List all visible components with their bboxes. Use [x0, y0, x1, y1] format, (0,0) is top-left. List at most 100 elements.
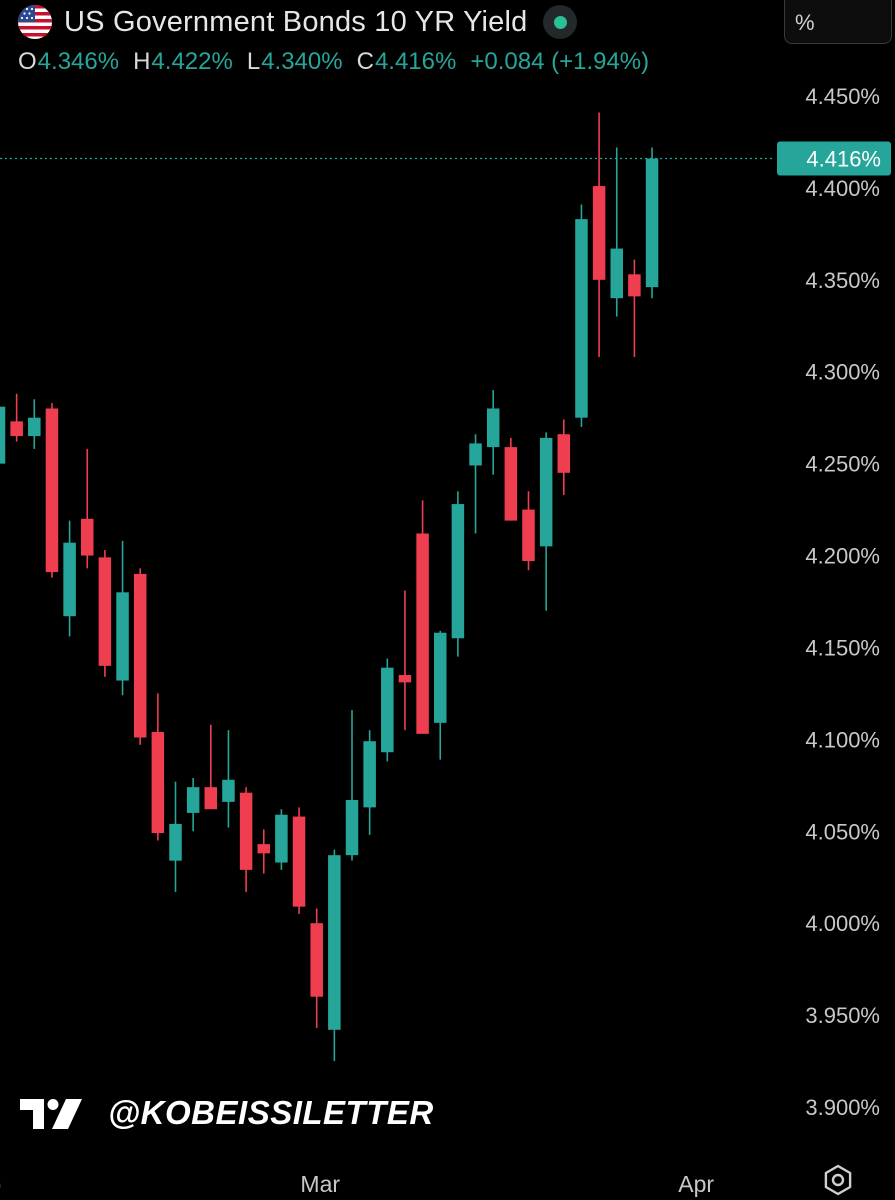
candle[interactable] — [522, 491, 535, 571]
candle[interactable] — [398, 590, 412, 731]
candle[interactable] — [81, 448, 94, 569]
candle-body — [592, 186, 606, 280]
candle[interactable] — [116, 540, 129, 696]
candle[interactable] — [275, 809, 288, 870]
candle[interactable] — [169, 781, 182, 892]
candle-body — [81, 518, 94, 556]
candle[interactable] — [257, 829, 271, 874]
candle[interactable] — [310, 908, 323, 1028]
candle-body — [645, 158, 659, 288]
candle-body — [451, 504, 465, 639]
watermark-handle: @KOBEISSILETTER — [108, 1094, 434, 1131]
candle[interactable] — [363, 730, 376, 835]
close-label: C — [356, 48, 374, 75]
chart-title: US Government Bonds 10 YR Yield — [64, 5, 528, 38]
candle-body — [204, 787, 218, 810]
watermark: @KOBEISSILETTER — [18, 1094, 434, 1132]
candle[interactable] — [592, 112, 606, 358]
percent-scale-button[interactable]: % — [784, 0, 892, 44]
last-price-tag — [777, 141, 891, 176]
candle[interactable] — [239, 787, 253, 892]
candle[interactable] — [204, 724, 218, 810]
candle[interactable] — [328, 849, 341, 1062]
y-tick-label: 4.450% — [805, 84, 880, 109]
x-axis[interactable]: eb Mar Apr — [0, 1171, 714, 1197]
candle-body — [275, 814, 288, 863]
candle[interactable] — [504, 437, 518, 521]
candle[interactable] — [557, 419, 571, 495]
candle[interactable] — [451, 491, 465, 657]
y-tick-label: 4.300% — [805, 360, 880, 385]
candle[interactable] — [0, 403, 6, 491]
y-axis[interactable]: 4.450% 4.400% 4.350% 4.300% 4.250% 4.200% 4.15… — [805, 84, 880, 1120]
candle-body — [434, 632, 447, 723]
candles-layer[interactable] — [0, 112, 659, 1062]
candle-body — [328, 855, 341, 1030]
candle-body — [292, 816, 306, 907]
y-tick-label: 4.050% — [805, 819, 880, 844]
candle[interactable] — [151, 693, 165, 841]
candle[interactable] — [434, 630, 447, 760]
candle[interactable] — [63, 520, 76, 637]
candle[interactable] — [345, 709, 359, 861]
candle-body — [186, 787, 200, 813]
high-label: H — [133, 48, 151, 75]
y-tick-label: 3.900% — [805, 1095, 880, 1120]
candle-body — [504, 447, 518, 521]
candle[interactable] — [381, 658, 394, 762]
x-tick-label: Mar — [300, 1171, 340, 1197]
candle-body — [469, 443, 482, 466]
y-tick-label: 4.350% — [805, 268, 880, 293]
candle[interactable] — [416, 500, 429, 734]
candle[interactable] — [28, 399, 41, 449]
candle-body — [628, 274, 641, 297]
last-price-label: 4.416% — [806, 146, 881, 171]
candle[interactable] — [186, 777, 200, 832]
candle-body — [10, 421, 23, 437]
candle-body — [345, 800, 359, 856]
x-tick-label: Apr — [678, 1171, 714, 1197]
candle-body — [610, 248, 623, 299]
candle-body — [169, 823, 182, 861]
x-tick-label: eb — [0, 1171, 1, 1197]
candle[interactable] — [45, 402, 59, 578]
candle-body — [522, 509, 535, 562]
y-tick-label: 4.250% — [805, 452, 880, 477]
candle[interactable] — [539, 432, 553, 611]
market-status-indicator[interactable] — [543, 5, 578, 39]
candle-body — [98, 557, 112, 666]
candle[interactable] — [486, 390, 500, 475]
candle-body — [257, 844, 270, 854]
y-tick-label: 3.950% — [805, 1003, 880, 1028]
candle-body — [363, 741, 376, 808]
candle[interactable] — [10, 393, 23, 442]
gear-icon[interactable] — [822, 1164, 854, 1196]
change-value: +0.084 (+1.94%) — [470, 48, 650, 75]
candle[interactable] — [628, 259, 641, 358]
symbol-header[interactable]: US Government Bonds 10 YR Yield — [18, 2, 578, 42]
candle[interactable] — [610, 147, 624, 317]
candle-body — [239, 792, 253, 870]
candle-body — [381, 667, 394, 753]
candle[interactable] — [645, 147, 659, 299]
y-tick-label: 4.100% — [805, 727, 880, 752]
candle-body — [575, 219, 588, 418]
candle[interactable] — [222, 730, 235, 828]
high-value: 4.422% — [151, 48, 233, 75]
low-label: L — [246, 48, 261, 75]
candle[interactable] — [133, 568, 147, 745]
last-price-label-layer: 4.416% — [777, 141, 891, 176]
ohlc-readout: O 4.346% H 4.422% L 4.340% C 4.416% +0.0… — [18, 48, 649, 76]
candle[interactable] — [469, 434, 482, 534]
open-label: O — [18, 48, 37, 75]
candle[interactable] — [575, 204, 588, 427]
candle-body — [63, 542, 76, 617]
candle[interactable] — [292, 807, 306, 914]
candle-body — [557, 434, 571, 473]
candle-body — [28, 417, 41, 437]
candle-body — [0, 406, 6, 464]
y-tick-label: 4.000% — [805, 911, 880, 936]
market-open-dot-icon — [553, 15, 567, 29]
candle[interactable] — [98, 550, 112, 677]
